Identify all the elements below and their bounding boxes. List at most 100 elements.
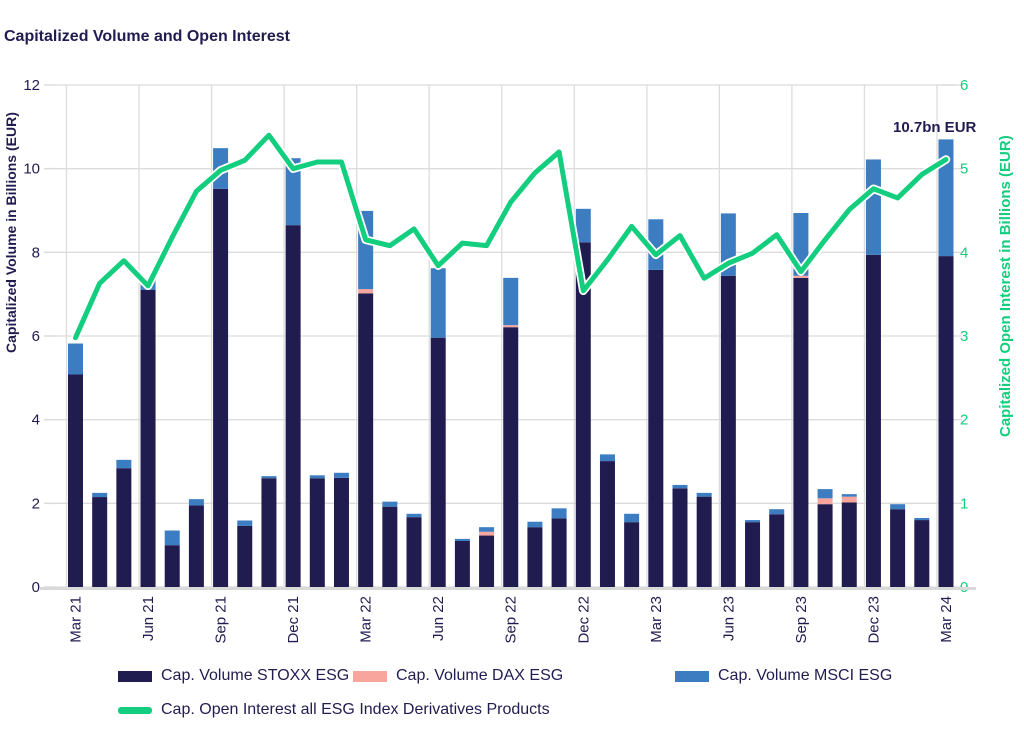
bar-segment <box>599 461 615 587</box>
bar-segment <box>454 540 470 587</box>
bar-segment <box>213 188 229 587</box>
x-tick-label: Mar 22 <box>358 596 375 643</box>
bar-segment <box>479 535 495 587</box>
bar-segment <box>92 497 108 587</box>
bar-segment <box>164 530 180 546</box>
left-tick-label: 2 <box>32 495 40 512</box>
bar-segment <box>68 374 83 587</box>
bar-segment <box>116 459 132 469</box>
bar-segment <box>188 499 204 506</box>
x-tick-label: Mar 24 <box>938 596 955 643</box>
bar-segment <box>551 508 567 519</box>
bar-segment <box>503 325 519 328</box>
bar-segment <box>164 545 180 587</box>
bar-segment <box>769 509 785 515</box>
bar-segment <box>503 327 519 587</box>
bar-segment <box>237 520 253 526</box>
bar-segment <box>938 139 954 257</box>
open-interest-line <box>73 132 949 341</box>
bar-segment <box>382 506 398 587</box>
x-tick-label: Sep 22 <box>503 596 520 644</box>
left-tick-label: 6 <box>32 328 40 345</box>
bar-segment <box>745 520 761 523</box>
bar-segment <box>696 492 712 497</box>
x-tick-label: Mar 21 <box>68 596 85 643</box>
x-tick-label: Dec 23 <box>865 596 882 644</box>
bar-segment <box>575 208 591 243</box>
bar-segment <box>720 275 736 587</box>
right-tick-label: 5 <box>960 161 968 178</box>
bar-segment <box>575 242 591 587</box>
bar-segment <box>841 494 857 497</box>
bar-segment <box>479 531 495 536</box>
bar-segment <box>116 468 132 587</box>
left-tick-label: 8 <box>32 244 40 261</box>
bar-segment <box>841 496 857 503</box>
bar-segment <box>430 268 446 338</box>
bar-segment <box>624 513 640 523</box>
bar-segment <box>358 289 374 294</box>
bar-segment <box>672 484 688 489</box>
x-tick-label: Mar 23 <box>648 596 665 643</box>
x-tick-label: Dec 22 <box>575 596 592 644</box>
last-bar-value-annotation: 10.7bn EUR <box>893 119 977 136</box>
bar-segment <box>648 269 664 587</box>
bar-segment <box>865 159 881 255</box>
bar-segment <box>624 522 640 587</box>
bar-segment <box>92 492 108 498</box>
bar-segment <box>261 478 277 587</box>
bar-segment <box>890 504 906 510</box>
bar-segment <box>261 476 277 479</box>
x-tick-label: Jun 23 <box>720 596 737 641</box>
bar-segment <box>382 501 398 507</box>
bar-segment <box>68 343 83 375</box>
bar-segment <box>479 527 495 532</box>
bar-segment <box>865 254 881 588</box>
bar-segment <box>914 517 930 521</box>
x-tick-label: Jun 21 <box>140 596 157 641</box>
bar-segment <box>841 502 857 587</box>
right-tick-label: 3 <box>960 328 968 345</box>
left-tick-label: 10 <box>23 161 40 178</box>
right-tick-label: 6 <box>960 77 968 94</box>
left-tick-label: 12 <box>23 77 40 94</box>
x-tick-label: Sep 21 <box>213 596 230 644</box>
bar-segment <box>527 527 543 587</box>
bar-segment <box>237 525 253 587</box>
chart-title: Capitalized Volume and Open Interest <box>4 28 290 45</box>
bar-segment <box>285 225 301 587</box>
bar-segment <box>793 275 809 278</box>
bar-segment <box>817 489 833 499</box>
bar-segment <box>890 509 906 587</box>
right-tick-label: 1 <box>960 495 968 512</box>
bar-segment <box>309 475 325 479</box>
x-tick-label: Jun 22 <box>430 596 447 641</box>
x-tick-label: Sep 23 <box>793 596 810 644</box>
bar-segment <box>599 454 615 462</box>
bar-segment <box>551 518 567 587</box>
bar-segment <box>333 472 349 478</box>
bar-segment <box>817 504 833 587</box>
bar-segment <box>527 521 543 528</box>
bar-segment <box>333 477 349 587</box>
bar-segment <box>793 277 809 587</box>
bar-segment <box>914 520 930 587</box>
bar-segment <box>285 158 301 226</box>
bar-segment <box>430 337 446 587</box>
bar-segment <box>140 289 156 587</box>
bar-segment <box>745 522 761 587</box>
bar-segment <box>672 488 688 587</box>
left-tick-label: 0 <box>32 579 40 596</box>
bar-segment <box>817 498 833 505</box>
bar-segment <box>938 256 954 587</box>
bar-segment <box>503 277 519 326</box>
x-tick-label: Dec 21 <box>285 596 302 644</box>
bar-segment <box>454 538 470 541</box>
bar-segment <box>358 293 374 587</box>
bar-segment <box>769 514 785 587</box>
bar-segment <box>188 505 204 587</box>
bar-segment <box>696 496 712 587</box>
bar-segment <box>309 478 325 587</box>
